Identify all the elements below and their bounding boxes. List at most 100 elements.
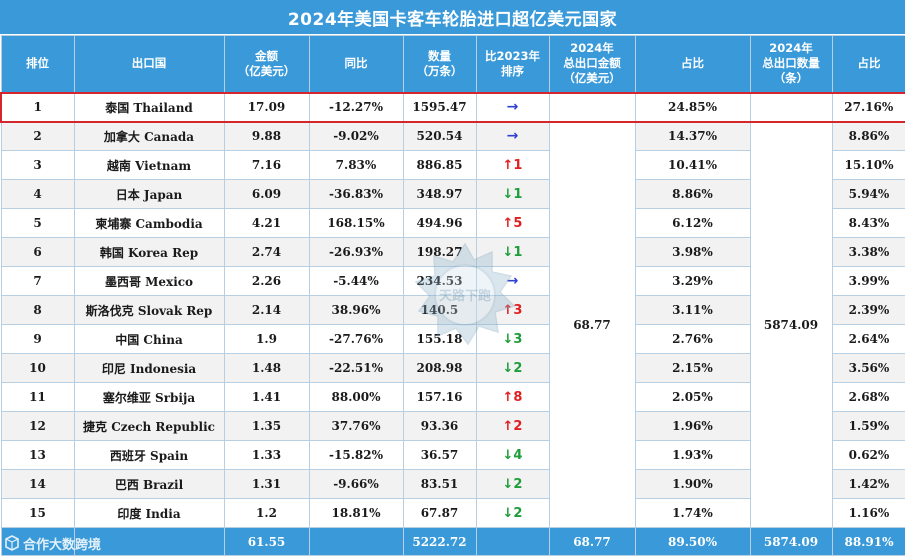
country-cell: 韩国 Korea Rep [73,237,225,267]
qty-cell: 348.97 [402,179,477,209]
rank-change-cell: ↑1 [475,150,550,180]
rank-up-arrow-icon: ↑ [502,215,514,231]
qty-cell: 1595.47 [402,91,477,123]
rank-change-cell: ↓2 [475,469,550,499]
rank-cell: 14 [0,469,75,499]
share-qty-cell: 0.62% [831,440,905,470]
total-share-qty: 88.91% [831,527,905,556]
rank-change-value: 2 [513,418,523,434]
share-qty-cell: 1.16% [831,498,905,528]
yoy-cell: 88.00% [308,382,404,412]
share-amount-cell: 14.37% [634,121,751,151]
rank-up-arrow-icon: ↑ [502,389,514,405]
col-header-yoy: 同比 [308,35,404,93]
table-title: 2024年美国卡客车轮胎进口超亿美元国家 [0,0,905,34]
country-cell: 柬埔寨 Cambodia [73,208,225,238]
import-table: 排位 出口国 金额 （亿美元） 同比 数量 （万条） 比2023年 排序 2024年总… [0,35,905,556]
country-cell: 斯洛伐克 Slovak Rep [73,295,225,325]
rank-change-value: 8 [513,389,523,405]
yoy-cell: -15.82% [308,440,404,470]
table-row: 10 印尼 Indonesia 1.48 -22.51% 208.98 ↓2 2.15% 3.… [0,353,905,383]
amount-cell: 2.26 [223,266,310,296]
total-export-amount: 68.77 [548,527,636,556]
share-qty-cell: 3.56% [831,353,905,383]
amount-cell: 9.88 [223,121,310,151]
yoy-cell: -9.66% [308,469,404,499]
rank-cell: 1 [0,91,75,123]
rank-cell: 3 [0,150,75,180]
total-qty-sum: 5222.72 [402,527,477,556]
rank-cell: 6 [0,237,75,267]
total-cell-empty [73,527,225,556]
amount-cell: 1.33 [223,440,310,470]
country-cell: 塞尔维亚 Srbija [73,382,225,412]
col-header-total-amount: 2024年 总出口金额 （亿美元） [548,35,636,93]
total-amount-cell-first [548,91,636,123]
yoy-cell: -26.93% [308,237,404,267]
total-export-qty-cell: 5874.09 [749,121,833,528]
rank-change-value: 2 [513,476,523,492]
rank-change-value: 3 [513,331,523,347]
amount-cell: 1.2 [223,498,310,528]
share-qty-cell: 27.16% [831,91,905,123]
share-amount-cell: 3.98% [634,237,751,267]
amount-cell: 1.9 [223,324,310,354]
table-row: 2 加拿大 Canada 9.88 -9.02% 520.54 → 68.77 14.37% 5… [0,121,905,528]
rank-change-value: 1 [513,186,523,202]
table-row: 12 捷克 Czech Republic 1.35 37.76% 93.36 ↑2 1.96… [0,411,905,441]
rank-flat-arrow-icon: → [506,273,519,289]
table-row: 5 柬埔寨 Cambodia 4.21 168.15% 494.96 ↑5 6.12% 8.4… [0,208,905,238]
rank-change-cell: ↓1 [475,179,550,209]
qty-cell: 83.51 [402,469,477,499]
rank-cell: 7 [0,266,75,296]
share-qty-cell: 1.42% [831,469,905,499]
rank-down-arrow-icon: ↓ [502,186,514,202]
share-qty-cell: 2.68% [831,382,905,412]
amount-cell: 1.35 [223,411,310,441]
country-cell: 捷克 Czech Republic [73,411,225,441]
rank-down-arrow-icon: ↓ [502,244,514,260]
qty-cell: 93.36 [402,411,477,441]
rank-up-arrow-icon: ↑ [502,418,514,434]
rank-change-cell: → [475,266,550,296]
col-header-share-amount: 占比 [634,35,751,93]
rank-change-cell: ↓2 [475,498,550,528]
share-amount-cell: 3.29% [634,266,751,296]
share-amount-cell: 2.15% [634,353,751,383]
rank-change-value: 1 [513,157,523,173]
total-share-amount: 89.50% [634,527,751,556]
rank-change-cell: → [475,91,550,123]
col-header-rank-change: 比2023年 排序 [475,35,550,93]
share-qty-cell: 2.64% [831,324,905,354]
qty-cell: 155.18 [402,324,477,354]
share-amount-cell: 6.12% [634,208,751,238]
share-qty-cell: 3.99% [831,266,905,296]
col-header-country: 出口国 [73,35,225,93]
rank-flat-arrow-icon: → [506,128,519,145]
rank-change-cell: ↓1 [475,237,550,267]
col-header-share-qty: 占比 [831,35,905,93]
yoy-cell: 7.83% [308,150,404,180]
country-cell: 泰国 Thailand [73,91,225,123]
rank-change-cell: ↑2 [475,411,550,441]
rank-cell: 5 [0,208,75,238]
total-qty-cell-first [749,91,833,123]
amount-cell: 2.74 [223,237,310,267]
header-row: 排位 出口国 金额 （亿美元） 同比 数量 （万条） 比2023年 排序 2024年总… [0,35,905,93]
total-export-amount-cell: 68.77 [548,121,636,528]
qty-cell: 157.16 [402,382,477,412]
amount-cell: 1.41 [223,382,310,412]
total-export-qty: 5874.09 [749,527,833,556]
col-header-amount: 金额 （亿美元） [223,35,310,93]
country-cell: 中国 China [73,324,225,354]
rank-change-value: 5 [513,215,523,231]
rank-change-cell: ↓2 [475,353,550,383]
qty-cell: 67.87 [402,498,477,528]
rank-change-cell: ↑8 [475,382,550,412]
rank-down-arrow-icon: ↓ [502,476,514,492]
rank-cell: 2 [0,121,75,151]
share-amount-cell: 2.05% [634,382,751,412]
qty-cell: 36.57 [402,440,477,470]
amount-cell: 17.09 [223,91,310,123]
share-qty-cell: 3.38% [831,237,905,267]
